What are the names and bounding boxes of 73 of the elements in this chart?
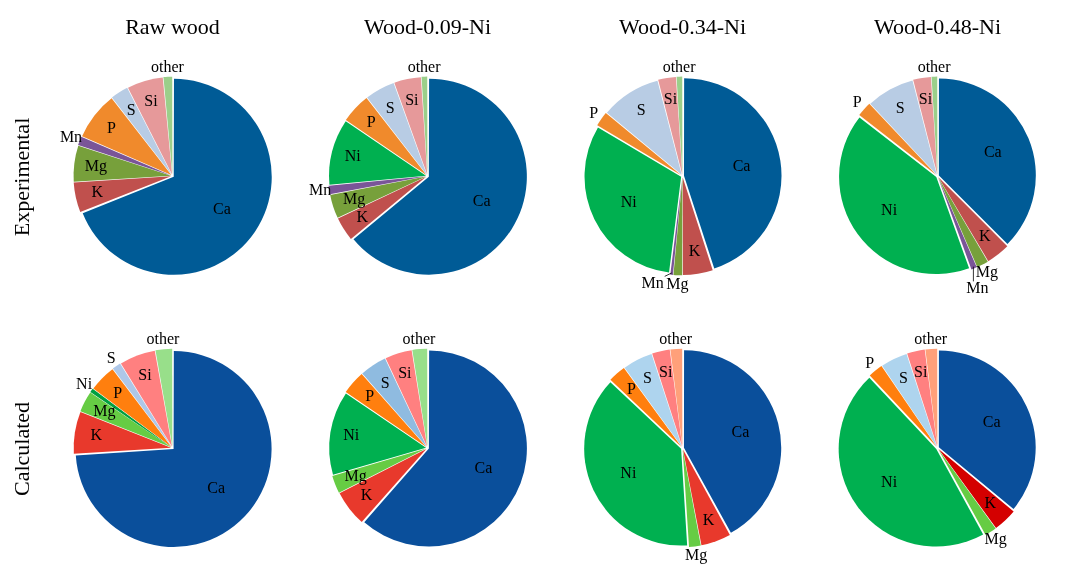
chart-title: Raw wood (124, 14, 221, 40)
slice-label: other (662, 57, 697, 75)
slice-label: P (626, 380, 636, 398)
slice-label: Ca (207, 479, 225, 497)
slice-label: Mn (308, 181, 332, 199)
slice-label: Ca (983, 143, 1002, 161)
slice-label: other (917, 57, 952, 75)
slice-label: S (899, 368, 908, 386)
slice-label: Ni (344, 147, 362, 164)
slice-label: Ni (343, 426, 360, 444)
slice-label: Ca (731, 423, 750, 441)
slice-label: P (107, 118, 117, 136)
slice-label: Ca (474, 459, 493, 477)
slice-label: other (914, 329, 948, 347)
slice-label: Mg (984, 529, 1007, 548)
slice-label: S (380, 373, 390, 391)
slice-label: P (365, 387, 375, 405)
chart-title: Wood-0.34-Ni (617, 14, 748, 40)
chart-title: Wood-0.48-Ni (872, 14, 1003, 40)
slice-label: Mn (966, 279, 989, 297)
slice-label: S (895, 98, 905, 116)
slice-label: Ca (732, 156, 751, 174)
slice-label: Ni (881, 201, 898, 219)
slice-label: S (106, 348, 116, 366)
slice-label: S (126, 101, 136, 119)
slice-label: K (979, 227, 992, 245)
slice-label: Ni (620, 192, 638, 210)
slice-label: Si (138, 366, 153, 384)
slice-label: Ni (76, 375, 93, 393)
slice-label: Si (913, 362, 928, 380)
slice-label: Si (405, 90, 420, 108)
slice-label: K (702, 510, 715, 528)
slice-label: other (659, 329, 693, 347)
slice-label: P (852, 93, 862, 111)
slice-label: S (643, 369, 652, 387)
slice-label: Si (663, 89, 678, 107)
slice-label: Mg (342, 190, 366, 209)
slice-label: K (688, 242, 701, 260)
slice-label: Mg (93, 402, 116, 421)
slice-label: Ni (620, 463, 637, 481)
chart-title: Wood-0.09-Ni (362, 14, 493, 40)
slice-label: other (407, 57, 442, 75)
slice-label: K (356, 207, 369, 225)
slice-label: Ca (213, 199, 231, 217)
slice-label: other (402, 330, 437, 348)
slice-label: Ca (472, 191, 491, 209)
slice-label: K (360, 485, 373, 503)
slice-label: K (984, 494, 997, 512)
slice-label: Si (658, 362, 673, 380)
slice-label: P (865, 353, 875, 371)
slice-label: Mg (684, 545, 708, 564)
slice-label: P (589, 103, 599, 121)
slice-label: Ca (982, 412, 1001, 430)
text: Calculated (9, 400, 35, 499)
text: Experimental (9, 116, 35, 239)
slice-label: K (91, 183, 104, 201)
slice-label: S (385, 98, 395, 116)
slice-label: Si (918, 89, 933, 107)
slice-label: Si (144, 92, 159, 110)
slice-label: Si (398, 364, 413, 382)
slice-label: other (150, 57, 185, 75)
slice-label: Mn (641, 274, 664, 292)
slice-label: Mg (975, 262, 998, 281)
slice-label: K (90, 426, 103, 444)
slice-label: Mg (84, 156, 108, 175)
slice-label: S (636, 101, 646, 119)
slice-label: Mn (59, 127, 83, 145)
slice-label: P (113, 383, 123, 401)
slice-label: P (366, 113, 376, 131)
slice-label: Ni (881, 473, 898, 491)
slice-label: Mg (344, 466, 367, 485)
slice-label: other (146, 330, 181, 348)
slice-label: Mg (666, 274, 689, 293)
